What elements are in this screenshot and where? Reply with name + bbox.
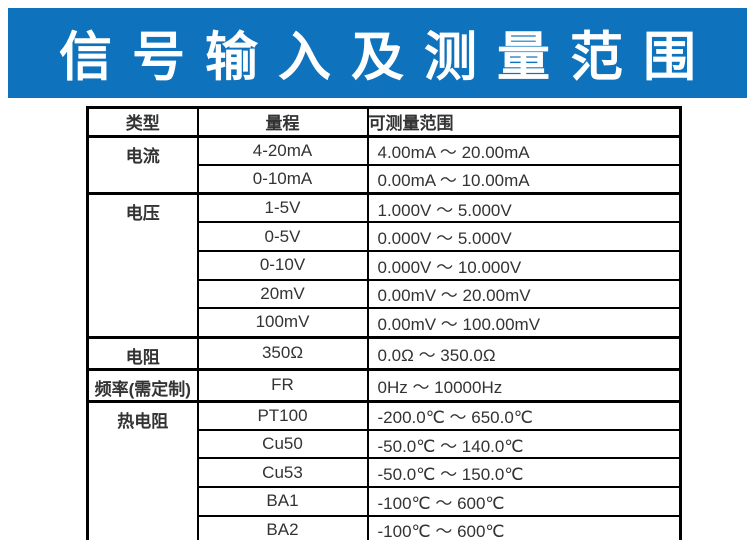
table-row: 电流 4-20mA 4.00mA ～ 20.00mA xyxy=(86,134,682,195)
table-row: 0-10V 0.000V ～ 10.000V xyxy=(88,249,682,281)
range-cell: 4-20mA xyxy=(196,134,369,166)
measurable-cell: 0.0Ω ～ 350.0Ω xyxy=(366,335,682,370)
type-cell-voltage: 电压 xyxy=(86,192,199,339)
measurable-cell: 1.000V ～ 5.000V xyxy=(366,192,682,224)
measurable-cell: -100℃ ～ 600℃ xyxy=(366,514,682,540)
range-cell: PT100 xyxy=(196,399,369,431)
measurable-cell: 0.00mV ～ 20.00mV xyxy=(366,278,682,310)
range-cell: Cu53 xyxy=(196,457,369,489)
range-cell: 20mV xyxy=(196,278,369,310)
range-cell: 1-5V xyxy=(196,192,369,224)
type-cell-resistance: 电阻 xyxy=(86,335,199,370)
measurable-cell: 4.00mA ～ 20.00mA xyxy=(366,134,682,166)
range-cell: BA2 xyxy=(196,514,369,540)
measurable-cell: -50.0℃ ～ 140.0℃ xyxy=(366,428,682,460)
title-banner: 信号输入及测量范围 xyxy=(8,8,747,98)
table-row: 热电阻 PT100 -200.0℃ ～ 650.0℃ xyxy=(86,399,682,540)
measurable-cell: 0.000V ～ 10.000V xyxy=(366,249,682,281)
table-row: 20mV 0.00mV ～ 20.00mV xyxy=(88,278,682,310)
table-row: BA2 -100℃ ～ 600℃ xyxy=(88,514,682,540)
table-header-row: 类型 量程 可测量范围 xyxy=(86,106,682,138)
range-cell: 100mV xyxy=(196,307,369,338)
measurable-cell: -50.0℃ ～ 150.0℃ xyxy=(366,457,682,489)
header-measurable: 可测量范围 xyxy=(366,106,682,138)
measurable-cell: 0.000V ～ 5.000V xyxy=(366,221,682,252)
range-cell: Cu50 xyxy=(196,428,369,460)
header-type: 类型 xyxy=(86,106,199,138)
table-row: 100mV 0.00mV ～ 100.00mV xyxy=(88,307,682,338)
type-cell-frequency: 频率(需定制) xyxy=(86,367,199,402)
measurable-cell: -100℃ ～ 600℃ xyxy=(366,486,682,517)
table-row: 电压 1-5V 1.000V ～ 5.000V xyxy=(86,192,682,339)
header-range: 量程 xyxy=(196,106,369,138)
measurable-cell: 0.00mA ～ 10.00mA xyxy=(366,163,682,195)
type-cell-current: 电流 xyxy=(86,134,199,195)
range-cell: BA1 xyxy=(196,486,369,517)
type-cell-rtd: 热电阻 xyxy=(86,399,199,540)
range-cell: 0-5V xyxy=(196,221,369,252)
range-cell: 350Ω xyxy=(196,335,369,370)
page-title: 信号输入及测量范围 xyxy=(59,28,716,87)
measurable-cell: 0.00mV ～ 100.00mV xyxy=(366,307,682,338)
range-cell: 0-10mA xyxy=(196,163,369,195)
range-cell: FR xyxy=(196,367,369,402)
table-row: 频率(需定制) FR 0Hz ～ 10000Hz xyxy=(86,367,682,402)
table-row: 0-5V 0.000V ～ 5.000V xyxy=(88,221,682,252)
range-cell: 0-10V xyxy=(196,249,369,281)
table-row: Cu50 -50.0℃ ～ 140.0℃ xyxy=(88,428,682,460)
table-row: 0-10mA 0.00mA ～ 10.00mA xyxy=(88,163,682,195)
signal-range-table: 类型 量程 可测量范围 电流 4-20mA 4.00mA ～ 20.00mA 0… xyxy=(86,106,682,540)
table-row: 电阻 350Ω 0.0Ω ～ 350.0Ω xyxy=(86,335,682,370)
table-row: BA1 -100℃ ～ 600℃ xyxy=(88,486,682,517)
measurable-cell: 0Hz ～ 10000Hz xyxy=(366,367,682,402)
measurable-cell: -200.0℃ ～ 650.0℃ xyxy=(366,399,682,431)
table-row: Cu53 -50.0℃ ～ 150.0℃ xyxy=(88,457,682,489)
